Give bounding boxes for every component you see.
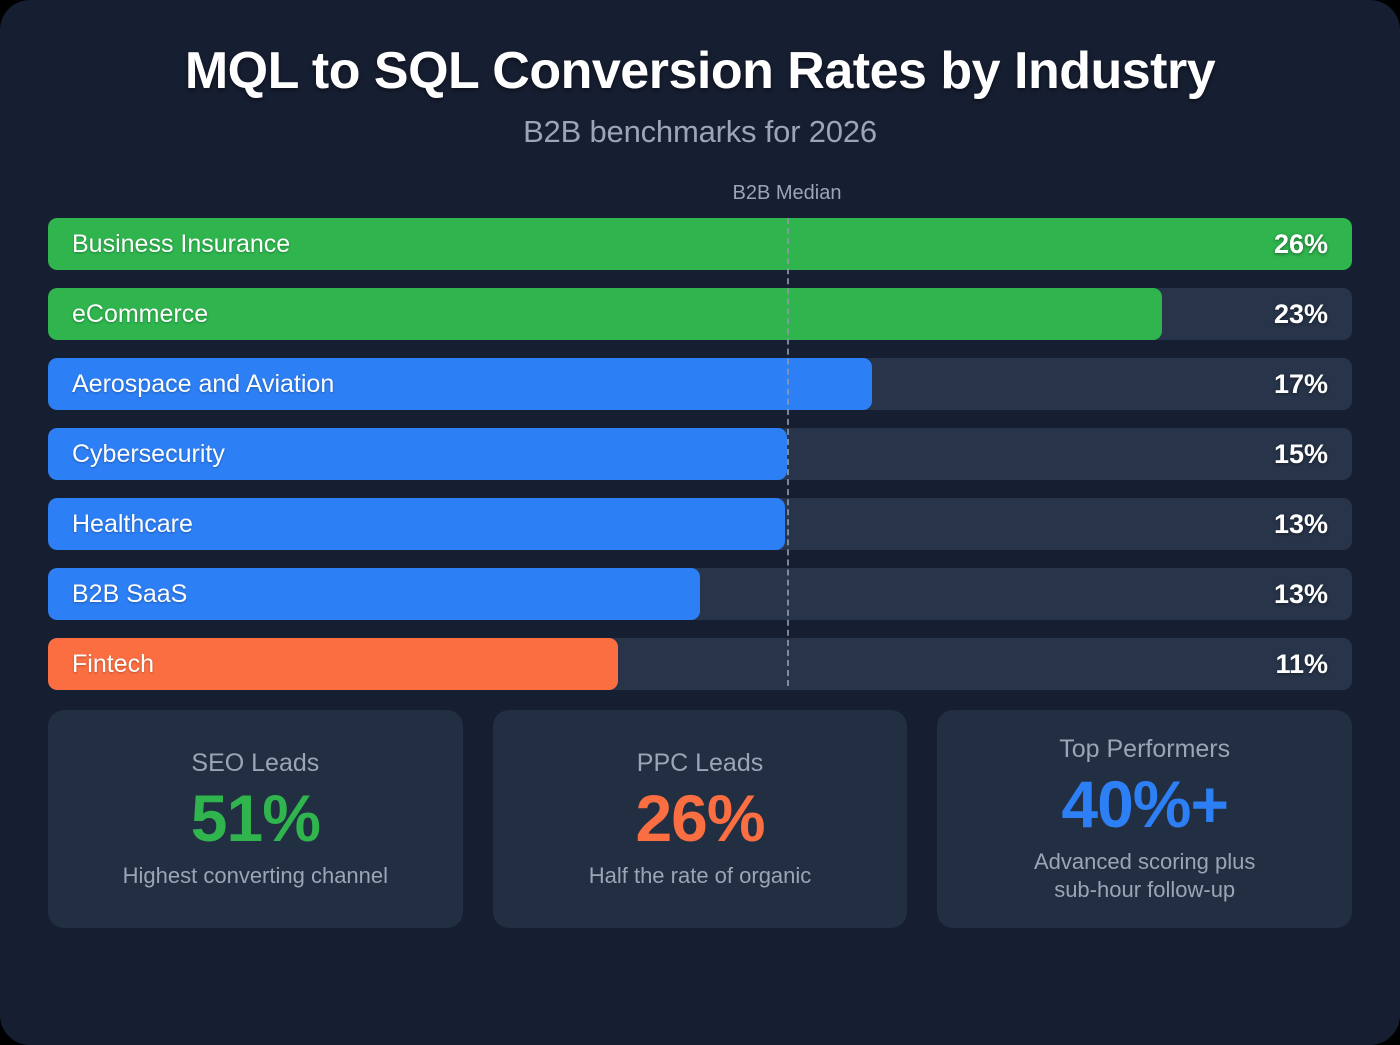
bar-value-label: 23% bbox=[1273, 299, 1328, 330]
bar-category-label: Aerospace and Aviation bbox=[72, 370, 335, 399]
stat-card-caption: Highest converting channel bbox=[123, 862, 388, 890]
bar-category-label: eCommerce bbox=[72, 300, 209, 329]
stat-card-caption-line1: Half the rate of organic bbox=[588, 862, 812, 888]
bar-category-label: B2B SaaS bbox=[72, 580, 188, 609]
stat-card-caption-line1: Highest converting channel bbox=[122, 862, 389, 888]
header: MQL to SQL Conversion Rates by Industry … bbox=[0, 0, 1400, 150]
stat-card-value: 26% bbox=[635, 781, 765, 856]
page-subtitle: B2B benchmarks for 2026 bbox=[523, 114, 877, 150]
stat-cards-row: SEO Leads 51% Highest converting channel PP… bbox=[0, 710, 1400, 929]
stat-card-value: 51% bbox=[190, 781, 321, 856]
bar-category-label: Fintech bbox=[72, 650, 154, 679]
bar-row[interactable]: Fintech 11% bbox=[48, 638, 1352, 691]
bar-value-label: 26% bbox=[1273, 229, 1328, 260]
bar-category-label: Cybersecurity bbox=[72, 440, 225, 469]
bar-category-label: Healthcare bbox=[72, 510, 193, 539]
page-title: MQL to SQL Conversion Rates by Industry bbox=[184, 42, 1216, 100]
bar-value-label: 11% bbox=[1275, 649, 1328, 680]
bar-rows-container: Business Insurance 26% eCommerce 23% Aerospa… bbox=[48, 218, 1352, 691]
stat-card-caption-line2: sub-hour follow-up bbox=[1054, 876, 1236, 902]
bar-row[interactable]: B2B SaaS 13% bbox=[48, 568, 1352, 621]
bar-row[interactable]: Aerospace and Aviation 17% bbox=[48, 358, 1352, 411]
stat-card-caption: Advanced scoring plus sub-hour follow-up bbox=[1034, 848, 1255, 903]
median-line-label: B2B Median bbox=[732, 182, 842, 205]
bar-value-label: 17% bbox=[1273, 369, 1328, 400]
stat-card-caption-line1: Advanced scoring plus bbox=[1034, 849, 1256, 875]
bar-value-label: 13% bbox=[1273, 509, 1328, 540]
stat-card-title: PPC Leads bbox=[636, 749, 764, 778]
bar-row[interactable]: Business Insurance 26% bbox=[48, 218, 1352, 271]
stat-card-value: 40%+ bbox=[1061, 767, 1229, 842]
stat-card[interactable]: Top Performers 40%+ Advanced scoring plus s… bbox=[937, 710, 1353, 929]
bar-fill bbox=[48, 638, 618, 691]
stat-card[interactable]: SEO Leads 51% Highest converting channel bbox=[48, 710, 463, 929]
bar-fill bbox=[48, 568, 700, 621]
stat-card-title: Top Performers bbox=[1059, 735, 1231, 764]
stat-card-caption: Half the rate of organic bbox=[589, 862, 812, 890]
bar-row[interactable]: Healthcare 13% bbox=[48, 498, 1352, 551]
bar-fill bbox=[48, 288, 1162, 341]
median-label-zone: B2B Median bbox=[0, 182, 1400, 218]
bar-fill bbox=[48, 358, 873, 411]
bar-row[interactable]: Cybersecurity 15% bbox=[48, 428, 1352, 481]
stat-card-title: SEO Leads bbox=[191, 749, 320, 778]
bar-row[interactable]: eCommerce 23% bbox=[48, 288, 1352, 341]
bar-category-label: Business Insurance bbox=[72, 230, 291, 259]
bar-fill bbox=[48, 428, 788, 481]
bar-value-label: 15% bbox=[1273, 439, 1328, 470]
stat-card[interactable]: PPC Leads 26% Half the rate of organic bbox=[492, 710, 908, 929]
bar-fill bbox=[48, 498, 785, 551]
bar-chart: Business Insurance 26% eCommerce 23% Aerospa… bbox=[0, 218, 1400, 691]
bar-fill bbox=[48, 218, 1352, 271]
bar-value-label: 13% bbox=[1273, 579, 1328, 610]
